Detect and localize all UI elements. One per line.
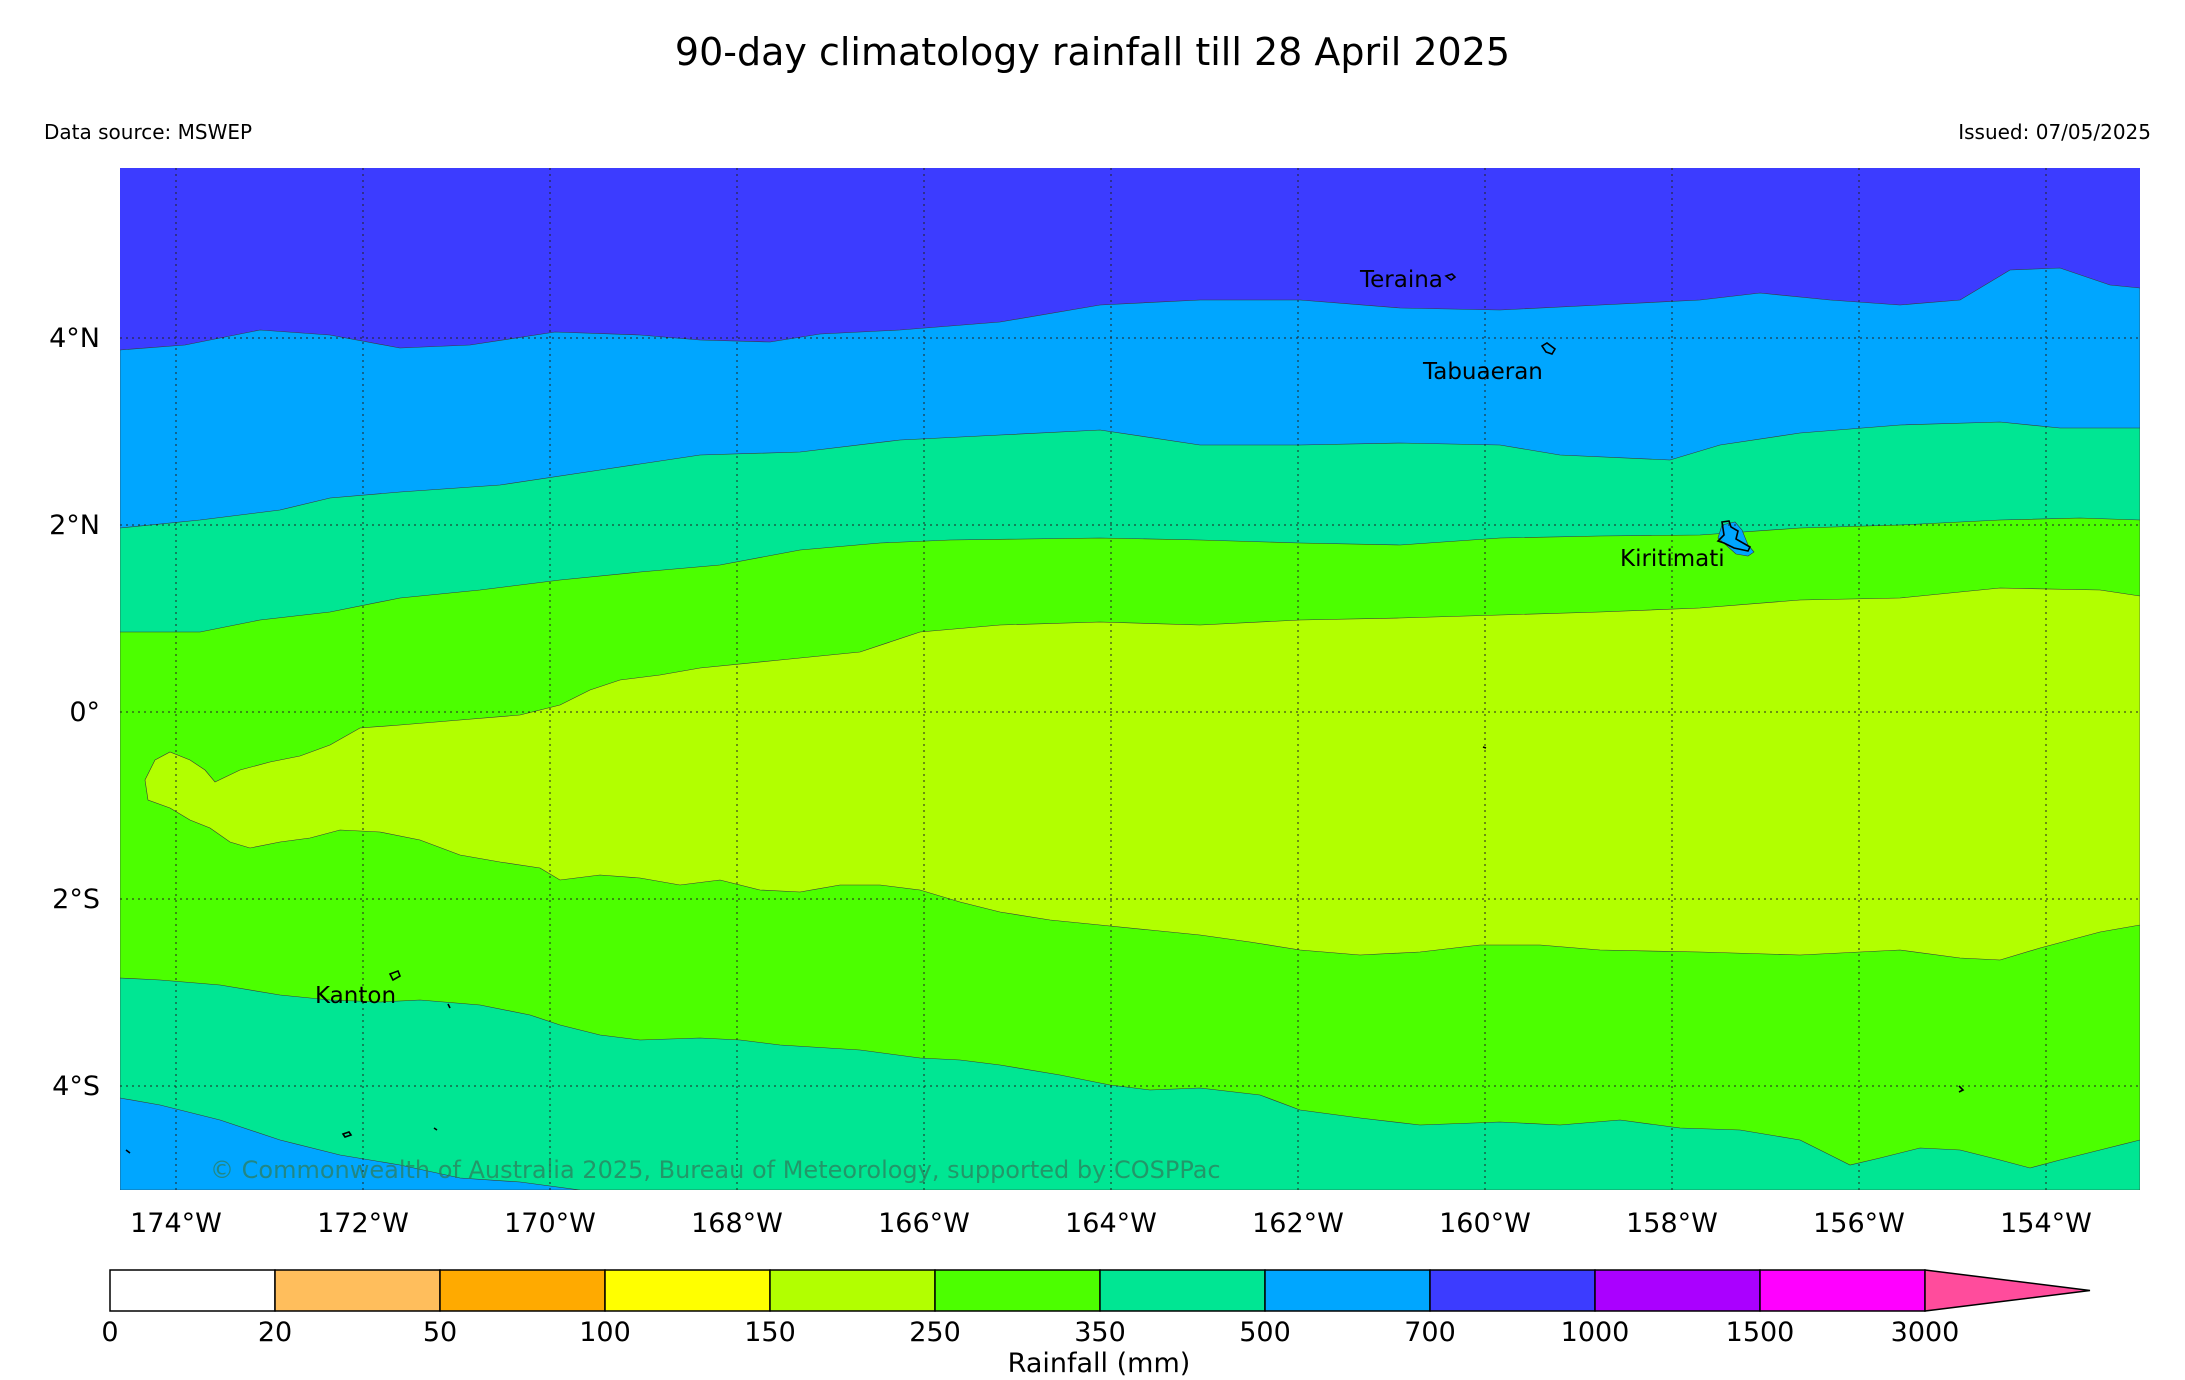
lat-label-0: 0° bbox=[69, 697, 100, 728]
colorbar-tick-250: 250 bbox=[909, 1317, 961, 1348]
lat-label-2s: 2°S bbox=[52, 884, 100, 915]
lat-label-2n: 2°N bbox=[49, 510, 100, 541]
colorbar-tick-100: 100 bbox=[579, 1317, 631, 1348]
colorbar-tick-1000: 1000 bbox=[1561, 1317, 1630, 1348]
place-label-kiritimati: Kiritimati bbox=[1620, 546, 1725, 572]
colorbar-swatch-1500 bbox=[1759, 1269, 1926, 1312]
small-islet-5 bbox=[1482, 746, 1487, 749]
lon-label-168w: 168°W bbox=[691, 1208, 783, 1239]
small-islet-6 bbox=[125, 1149, 131, 1154]
lon-label-160w: 160°W bbox=[1439, 1208, 1531, 1239]
small-islet-2 bbox=[341, 1131, 353, 1138]
atoll-outlines bbox=[125, 273, 1965, 1154]
latitude-labels: 4°N 2°N 0° 2°S 4°S bbox=[49, 323, 100, 1102]
colorbar-swatch-50 bbox=[439, 1269, 606, 1312]
colorbar-tick-0: 0 bbox=[101, 1317, 118, 1348]
colorbar-swatch-350 bbox=[1099, 1269, 1266, 1312]
kiritimati-atoll bbox=[1716, 520, 1752, 552]
colorbar-extend-arrow bbox=[1924, 1269, 2091, 1312]
colorbar-swatch-100 bbox=[604, 1269, 771, 1312]
lon-label-166w: 166°W bbox=[878, 1208, 970, 1239]
lon-label-174w: 174°W bbox=[130, 1208, 222, 1239]
longitude-labels: 174°W 172°W 170°W 168°W 166°W 164°W 162°… bbox=[130, 1208, 2092, 1239]
small-islet-3 bbox=[433, 1127, 438, 1131]
colorbar-swatch-250 bbox=[934, 1269, 1101, 1312]
copyright-notice: © Commonwealth of Australia 2025, Bureau… bbox=[210, 1156, 1221, 1184]
colorbar-tick-500: 500 bbox=[1239, 1317, 1291, 1348]
lon-label-158w: 158°W bbox=[1626, 1208, 1718, 1239]
issued-date-label: Issued: 07/05/2025 bbox=[1958, 120, 2151, 144]
colorbar-tick-50: 50 bbox=[423, 1317, 457, 1348]
rainfall-contours bbox=[120, 168, 2140, 1190]
colorbar-label: Rainfall (mm) bbox=[1008, 1348, 1191, 1379]
data-source-label: Data source: MSWEP bbox=[44, 120, 253, 144]
small-islet-1 bbox=[447, 1003, 451, 1009]
colorbar-swatch-1000 bbox=[1594, 1269, 1761, 1312]
colorbar-tick-350: 350 bbox=[1074, 1317, 1126, 1348]
colorbar-tick-700: 700 bbox=[1404, 1317, 1456, 1348]
tabuaeran-atoll bbox=[1540, 342, 1557, 355]
band-150-250 bbox=[144, 587, 2140, 961]
colorbar-tick-1500: 1500 bbox=[1726, 1317, 1795, 1348]
band-500-700-south bbox=[120, 1097, 581, 1190]
colorbar: 0 20 50 100 150 250 350 500 700 1000 1500 3000 bbox=[101, 1269, 2091, 1348]
lon-label-162w: 162°W bbox=[1252, 1208, 1344, 1239]
place-label-kanton: Kanton bbox=[315, 983, 396, 1009]
place-label-tabuaeran: Tabuaeran bbox=[1422, 359, 1543, 385]
colorbar-swatch-500 bbox=[1264, 1269, 1431, 1312]
lon-label-156w: 156°W bbox=[1813, 1208, 1905, 1239]
colorbar-swatch-150 bbox=[769, 1269, 936, 1312]
chart-title: 90-day climatology rainfall till 28 Apri… bbox=[674, 30, 1511, 74]
lat-label-4n: 4°N bbox=[49, 323, 100, 354]
kanton-atoll bbox=[388, 969, 402, 982]
lon-label-170w: 170°W bbox=[504, 1208, 596, 1239]
colorbar-tick-20: 20 bbox=[258, 1317, 292, 1348]
place-label-teraina: Teraina bbox=[1359, 267, 1443, 293]
lat-label-4s: 4°S bbox=[52, 1071, 100, 1102]
colorbar-swatch-20 bbox=[274, 1269, 441, 1312]
band-350-500-south bbox=[120, 977, 2140, 1190]
graticule bbox=[120, 168, 2140, 1190]
teraina-atoll bbox=[1444, 273, 1457, 282]
lon-label-154w: 154°W bbox=[2000, 1208, 2092, 1239]
small-islet-4 bbox=[1958, 1085, 1965, 1093]
colorbar-swatch-0 bbox=[109, 1269, 276, 1312]
colorbar-tick-3000: 3000 bbox=[1891, 1317, 1960, 1348]
lon-label-164w: 164°W bbox=[1065, 1208, 1157, 1239]
lon-label-172w: 172°W bbox=[317, 1208, 409, 1239]
colorbar-swatch-700 bbox=[1429, 1269, 1596, 1312]
colorbar-tick-150: 150 bbox=[744, 1317, 796, 1348]
